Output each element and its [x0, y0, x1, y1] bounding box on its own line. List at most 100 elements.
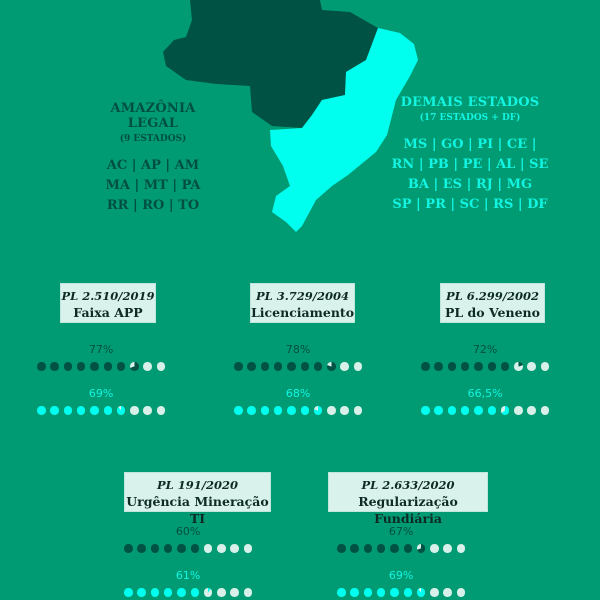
percent-dot: [50, 406, 59, 415]
percent-dot: [190, 588, 199, 597]
percent-dot: [243, 588, 253, 597]
demais-states-line: MS | GO | PI | CE |: [403, 137, 537, 152]
percent-dot: [337, 544, 346, 553]
percent-dot: [460, 406, 470, 415]
amazonia-states-line: MA | MT | PA: [105, 178, 201, 193]
percent-dot: [514, 362, 523, 371]
percent-dot: [363, 544, 373, 553]
percent-dot: [260, 362, 270, 371]
bill-title-box: PL 6.299/2002 PL do Veneno: [440, 283, 545, 323]
percent-dot: [273, 362, 283, 371]
amazonia-states-line: RR | RO | TO: [106, 198, 200, 213]
percent-dot: [474, 406, 483, 415]
percent-dot: [203, 544, 213, 553]
amazonia-percent-label: 78%: [285, 343, 311, 356]
bill-name: Faixa APP: [73, 305, 143, 320]
percent-dot: [217, 544, 226, 553]
bill-name: PL do Veneno: [445, 305, 540, 320]
percent-dot: [287, 362, 296, 371]
amazonia-states-line: AC | AP | AM: [106, 158, 200, 173]
bill-number: PL 191/2020: [157, 478, 238, 492]
percent-dot: [540, 362, 550, 371]
percent-dot: [350, 588, 359, 597]
bill-name: Licenciamento: [251, 305, 355, 320]
demais-percent-label: 68%: [285, 387, 311, 400]
percent-dot: [156, 362, 166, 371]
percent-dot: [447, 362, 457, 371]
percent-dot: [143, 362, 152, 371]
percent-dot: [190, 544, 199, 553]
percent-dot: [353, 406, 363, 415]
percent-dot: [90, 406, 99, 415]
percent-dot: [527, 406, 536, 415]
percent-dot: [313, 406, 323, 415]
amazonia-percent-label: 67%: [388, 525, 414, 538]
percent-dot: [540, 406, 550, 415]
percent-dot: [63, 406, 73, 415]
percent-dot: [350, 544, 359, 553]
demais-percent-label: 69%: [388, 569, 414, 582]
percent-dot: [247, 362, 256, 371]
amazonia-subtitle: (9 ESTADOS): [119, 134, 187, 144]
percent-dot: [514, 406, 523, 415]
percent-dot: [116, 362, 126, 371]
bill-title-box: PL 3.729/2004 Licenciamento: [250, 283, 355, 323]
percent-dot: [340, 362, 349, 371]
percent-dot: [217, 588, 226, 597]
percent-dot: [337, 588, 346, 597]
percent-dot: [234, 406, 243, 415]
percent-dot: [150, 588, 160, 597]
percent-dot: [230, 544, 239, 553]
percent-dot: [327, 406, 336, 415]
percent-dot: [390, 544, 399, 553]
percent-dot: [390, 588, 399, 597]
percent-dot: [130, 362, 139, 371]
percent-dot: [150, 544, 160, 553]
percent-dot: [456, 588, 466, 597]
percent-dot: [156, 406, 166, 415]
percent-dot: [421, 406, 430, 415]
percent-dot: [527, 362, 536, 371]
percent-dot: [353, 362, 363, 371]
percent-dot: [116, 406, 126, 415]
percent-dot: [124, 544, 133, 553]
percent-dot: [103, 406, 112, 415]
percent-dot: [230, 588, 239, 597]
amazonia-title: AMAZÔNIA LEGAL: [110, 101, 196, 131]
percent-dot: [434, 362, 443, 371]
percent-dot: [403, 544, 412, 553]
percent-dot: [243, 544, 253, 553]
percent-dot: [137, 544, 146, 553]
percent-dot: [300, 362, 309, 371]
demais-title: DEMAIS ESTADOS: [400, 95, 540, 110]
percent-dot: [203, 588, 213, 597]
percent-dot: [163, 544, 173, 553]
amazonia-percent-label: 72%: [472, 343, 498, 356]
bill-number: PL 6.299/2002: [446, 289, 539, 303]
percent-dot: [447, 406, 457, 415]
percent-dot: [177, 588, 186, 597]
percent-dot: [234, 362, 243, 371]
bill-title-box: PL 2.510/2019 Faixa APP: [60, 283, 156, 323]
percent-dot: [434, 406, 443, 415]
demais-percent-label: 69%: [88, 387, 114, 400]
bill-title-box: PL 191/2020 Urgência Mineração TI: [124, 472, 271, 526]
bill-number: PL 2.633/2020: [361, 478, 455, 492]
percent-dot: [313, 362, 323, 371]
demais-states-line: BA | ES | RJ | MG: [407, 177, 533, 192]
percent-dot: [177, 544, 186, 553]
percent-dot: [287, 406, 296, 415]
percent-dot: [443, 544, 452, 553]
percent-dot: [76, 362, 86, 371]
percent-dot: [456, 544, 466, 553]
demais-percent-label: 61%: [175, 569, 201, 582]
percent-dot: [273, 406, 283, 415]
percent-dot: [376, 544, 386, 553]
percent-dot: [416, 588, 426, 597]
map-demais-estados: [270, 28, 418, 232]
percent-dot: [90, 362, 99, 371]
percent-dot: [300, 406, 309, 415]
percent-dot: [474, 362, 483, 371]
percent-dot: [487, 406, 496, 415]
percent-dot: [376, 588, 386, 597]
